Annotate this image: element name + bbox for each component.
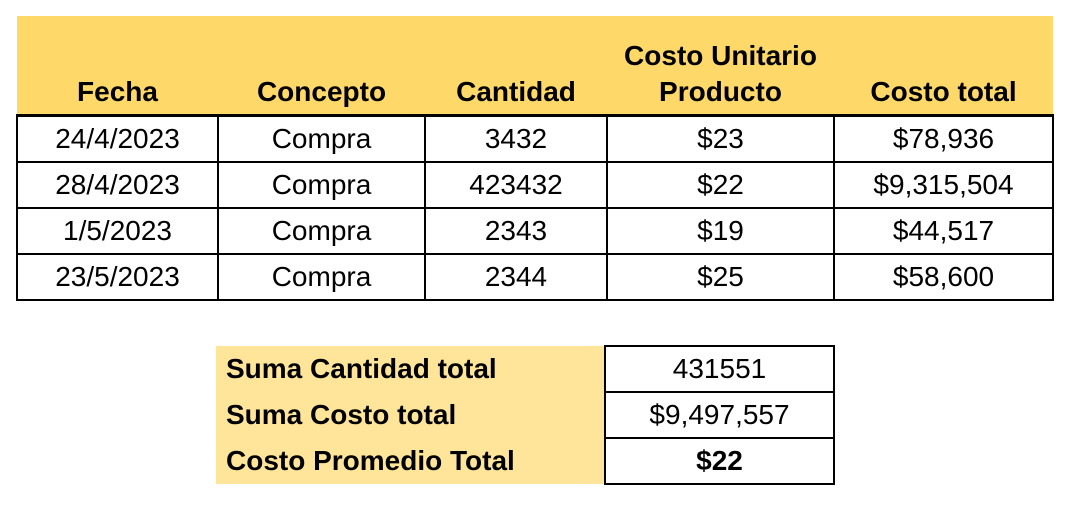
cell-cantidad: 2344 (424, 253, 608, 301)
table-row: 24/4/2023 Compra 3432 $23 $78,936 (16, 114, 1054, 163)
cell-costo-unitario: $23 (606, 114, 835, 163)
header-fecha: Fecha (17, 16, 218, 117)
summary-label: Costo Promedio Total (216, 438, 606, 484)
cell-costo-unitario: $25 (606, 253, 835, 301)
cell-cantidad: 3432 (424, 114, 608, 163)
summary-label: Suma Costo total (216, 392, 606, 438)
table-row: 23/5/2023 Compra 2344 $25 $58,600 (16, 253, 1054, 301)
summary-row-suma-cantidad: Suma Cantidad total 431551 (216, 345, 835, 393)
summary-row-costo-promedio: Costo Promedio Total $22 (216, 437, 835, 485)
cell-concepto: Compra (217, 207, 426, 255)
header-costo-unitario-line2: Producto (659, 76, 782, 107)
cell-cantidad: 2343 (424, 207, 608, 255)
purchases-table: Fecha Concepto Cantidad Costo Unitario P… (16, 16, 1054, 301)
cell-costo-total: $9,315,504 (833, 161, 1054, 209)
header-costo-unitario: Costo Unitario Producto (607, 16, 834, 117)
table-row: 28/4/2023 Compra 423432 $22 $9,315,504 (16, 161, 1054, 209)
cell-costo-unitario: $19 (606, 207, 835, 255)
cell-costo-total: $44,517 (833, 207, 1054, 255)
summary-value: $9,497,557 (604, 391, 835, 439)
cell-concepto: Compra (217, 161, 426, 209)
summary-row-suma-costo: Suma Costo total $9,497,557 (216, 391, 835, 439)
cell-cantidad: 423432 (424, 161, 608, 209)
table-row: 1/5/2023 Compra 2343 $19 $44,517 (16, 207, 1054, 255)
summary-label: Suma Cantidad total (216, 346, 606, 392)
header-costo-total: Costo total (834, 16, 1053, 117)
cell-fecha: 23/5/2023 (16, 253, 219, 301)
cell-fecha: 24/4/2023 (16, 114, 219, 163)
summary-table: Suma Cantidad total 431551 Suma Costo to… (216, 345, 835, 485)
cell-fecha: 1/5/2023 (16, 207, 219, 255)
cell-costo-total: $58,600 (833, 253, 1054, 301)
table-header-row: Fecha Concepto Cantidad Costo Unitario P… (17, 16, 1053, 117)
cell-concepto: Compra (217, 253, 426, 301)
cell-costo-total: $78,936 (833, 114, 1054, 163)
summary-value: 431551 (604, 345, 835, 393)
header-cantidad: Cantidad (425, 16, 607, 117)
header-costo-unitario-line1: Costo Unitario (624, 40, 817, 71)
summary-value-highlight: $22 (604, 437, 835, 485)
cell-costo-unitario: $22 (606, 161, 835, 209)
cell-concepto: Compra (217, 114, 426, 163)
cell-fecha: 28/4/2023 (16, 161, 219, 209)
header-concepto: Concepto (218, 16, 425, 117)
